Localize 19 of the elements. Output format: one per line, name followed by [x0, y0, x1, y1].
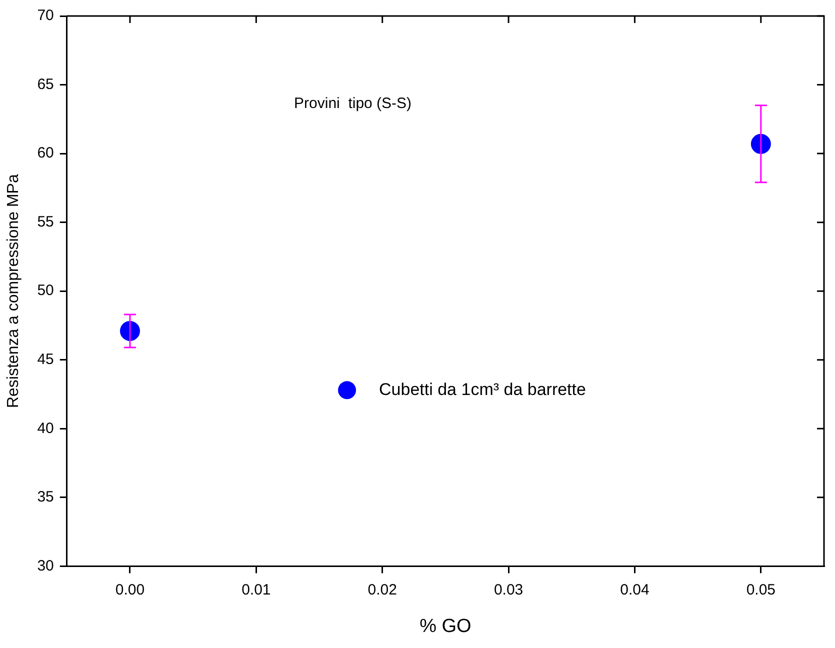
x-tick-label: 0.04 [620, 581, 650, 598]
x-tick-label: 0.05 [746, 581, 776, 598]
y-tick-label: 55 [37, 213, 54, 230]
x-tick-label: 0.00 [115, 581, 145, 598]
y-tick-label: 60 [37, 144, 54, 162]
y-tick-label: 45 [37, 351, 54, 368]
y-tick-label: 50 [37, 282, 54, 300]
annotation: Provini tipo (S-S) [294, 95, 412, 112]
legend-label: Cubetti da 1cm³ da barrette [379, 380, 586, 399]
y-tick-label: 70 [37, 7, 54, 24]
y-tick-label: 30 [37, 557, 54, 574]
y-tick-label: 35 [37, 488, 54, 506]
x-axis-title: % GO [420, 616, 472, 637]
x-tick-label: 0.02 [368, 581, 397, 598]
y-axis-title: Resistenza a compressione MPa [5, 174, 22, 408]
x-tick-label: 0.03 [494, 581, 524, 598]
x-tick-label: 0.01 [242, 581, 271, 598]
y-tick-label: 40 [37, 420, 54, 437]
y-tick-label: 65 [37, 76, 54, 93]
